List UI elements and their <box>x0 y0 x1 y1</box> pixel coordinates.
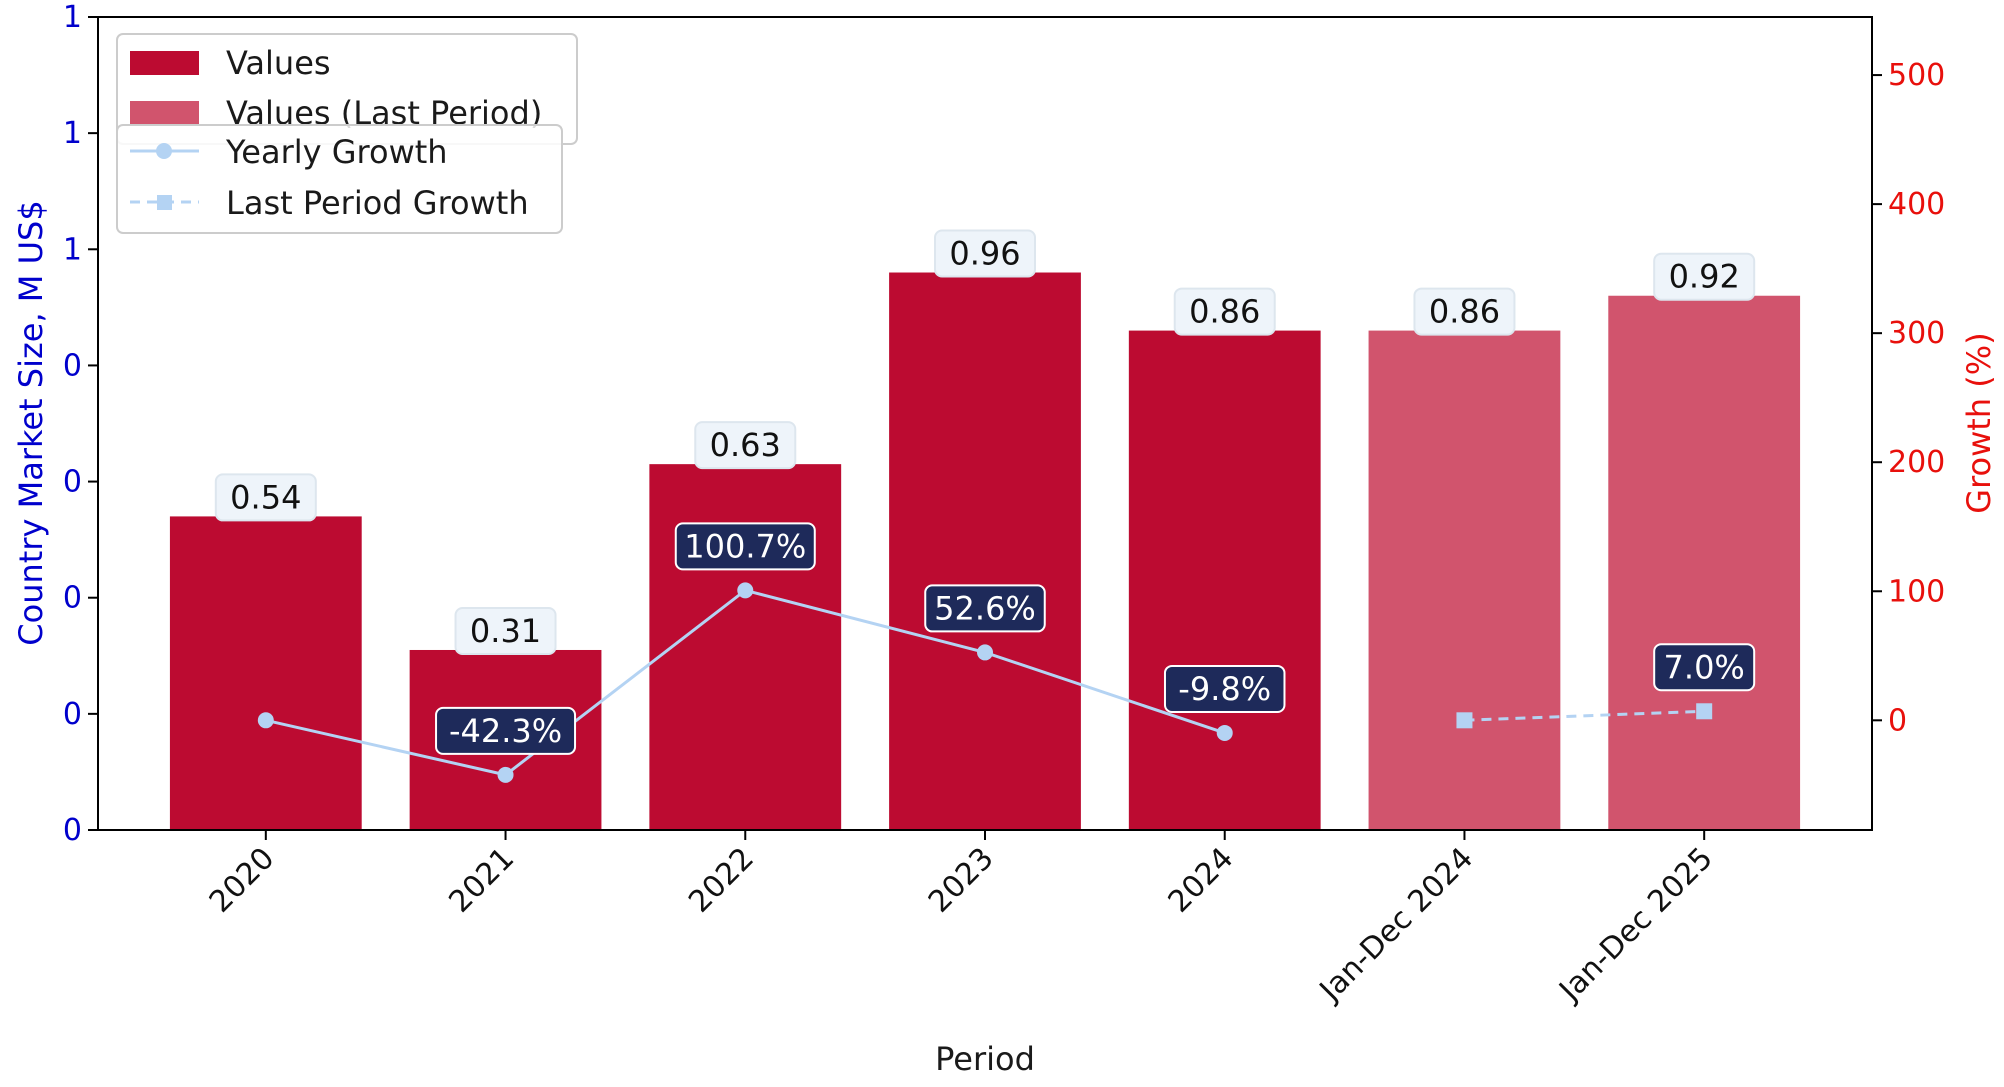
growth-label-6: 7.0% <box>1653 643 1756 692</box>
x-tick-label-1: 2021 <box>442 841 521 920</box>
value-label-5: 0.86 <box>1413 287 1516 336</box>
x-tick-label-5: Jan-Dec 2024 <box>1312 841 1480 1009</box>
y2-tick-label-4: 400 <box>1888 187 1945 222</box>
growth-lines-layer <box>257 582 1713 783</box>
growth-label-2-box <box>674 522 816 571</box>
value-label-1-text: 0.31 <box>470 612 541 650</box>
y-tick-label-2: 0 <box>63 581 82 616</box>
legend-label-last-period-growth: Last Period Growth <box>226 184 529 222</box>
data-labels-layer: 0.54 0.31 0.63 0.96 0.86 0.86 0.92 -42.3% 100.7%… <box>214 229 1756 755</box>
legend-label-values: Values <box>226 44 331 82</box>
legend-marker-yearly-growth <box>156 143 172 159</box>
value-label-5-box <box>1413 287 1516 336</box>
value-label-6: 0.92 <box>1653 252 1756 301</box>
value-label-5-text: 0.86 <box>1429 293 1500 331</box>
value-label-4-text: 0.86 <box>1189 293 1260 331</box>
bar-last-period-6 <box>1608 295 1801 830</box>
growth-label-4-box <box>1163 664 1286 713</box>
x-axis-label: Period <box>935 1040 1035 1078</box>
growth-label-4: -9.8% <box>1163 664 1286 713</box>
legend-marker-last-period-growth <box>157 195 172 210</box>
growth-label-1-text: -42.3% <box>449 712 562 750</box>
bar-values-0 <box>169 516 362 830</box>
value-label-4-box <box>1173 287 1276 336</box>
y-tick-label-6: 1 <box>63 116 82 151</box>
last-period-growth-line <box>1464 709 1705 722</box>
legend-swatch-values <box>130 51 199 75</box>
yearly-growth-point-0 <box>257 712 274 729</box>
x-tick-label-3: 2023 <box>922 841 1001 920</box>
growth-label-3: 52.6% <box>924 584 1046 633</box>
growth-label-3-text: 52.6% <box>934 589 1036 627</box>
value-label-4: 0.86 <box>1173 287 1276 336</box>
legend-swatch-last-period <box>130 101 199 125</box>
yearly-growth-point-1 <box>497 766 514 783</box>
x-tick-label-0: 2020 <box>203 841 282 920</box>
value-label-2-text: 0.63 <box>710 426 781 464</box>
y-tick-label-7: 1 <box>63 0 82 35</box>
y2-axis-label: Growth (%) <box>1960 332 1998 513</box>
value-label-2: 0.63 <box>694 421 797 470</box>
value-label-3-text: 0.96 <box>949 235 1020 273</box>
y-axis-label: Country Market Size, M US$ <box>12 200 50 645</box>
legend-lines: Yearly Growth Last Period Growth <box>116 124 563 234</box>
value-label-0: 0.54 <box>214 473 317 522</box>
growth-label-3-box <box>924 584 1046 633</box>
left-axis: 0 0 0 0 0 1 1 1 <box>63 0 98 848</box>
yearly-growth-point-3 <box>977 644 993 661</box>
growth-label-2: 100.7% <box>674 522 816 571</box>
value-label-2-box <box>694 421 797 470</box>
y-tick-label-5: 1 <box>63 232 82 267</box>
value-label-0-text: 0.54 <box>230 478 301 516</box>
yearly-growth-point-4 <box>1216 724 1233 741</box>
x-tick-label-4: 2024 <box>1162 841 1241 920</box>
y2-tick-label-0: 0 <box>1888 703 1907 738</box>
bars-layer <box>169 272 1801 830</box>
x-tick-label-6: Jan-Dec 2025 <box>1552 841 1720 1009</box>
value-label-6-text: 0.92 <box>1669 258 1740 296</box>
yearly-growth-point-2 <box>737 582 754 599</box>
growth-label-6-text: 7.0% <box>1664 648 1745 686</box>
growth-label-6-box <box>1653 643 1756 692</box>
growth-label-2-text: 100.7% <box>684 527 806 565</box>
y2-tick-label-3: 300 <box>1888 316 1945 351</box>
growth-label-1: -42.3% <box>435 706 577 755</box>
y-tick-label-3: 0 <box>63 465 82 500</box>
bar-last-period-5 <box>1368 330 1561 830</box>
growth-label-1-box <box>435 706 577 755</box>
legend-lines-frame <box>116 124 563 234</box>
value-label-1: 0.31 <box>454 606 557 655</box>
last-period-growth-point-5 <box>1456 712 1473 729</box>
last-period-growth-point-6 <box>1696 703 1713 720</box>
value-label-1-box <box>454 606 557 655</box>
right-axis: 0 100 200 300 400 500 <box>1872 58 1945 738</box>
x-axis: 2020 2021 2022 2023 2024 Jan-Dec 2024 Jan-Dec … <box>203 830 1720 1009</box>
y-tick-label-1: 0 <box>63 697 82 732</box>
value-label-6-box <box>1653 252 1756 301</box>
y-tick-label-0: 0 <box>63 813 82 848</box>
y2-tick-label-2: 200 <box>1888 445 1945 480</box>
bar-values-2 <box>649 464 842 830</box>
y2-tick-label-5: 500 <box>1888 58 1945 93</box>
value-label-0-box <box>214 473 317 522</box>
y2-tick-label-1: 100 <box>1888 574 1945 609</box>
y-tick-label-4: 0 <box>63 348 82 383</box>
bar-values-4 <box>1128 330 1321 830</box>
growth-label-4-text: -9.8% <box>1178 670 1271 708</box>
value-label-3: 0.96 <box>934 229 1036 278</box>
value-label-3-box <box>934 229 1036 278</box>
x-tick-label-2: 2022 <box>682 841 761 920</box>
bar-values-3 <box>889 272 1081 830</box>
legend-label-yearly-growth: Yearly Growth <box>225 133 448 171</box>
